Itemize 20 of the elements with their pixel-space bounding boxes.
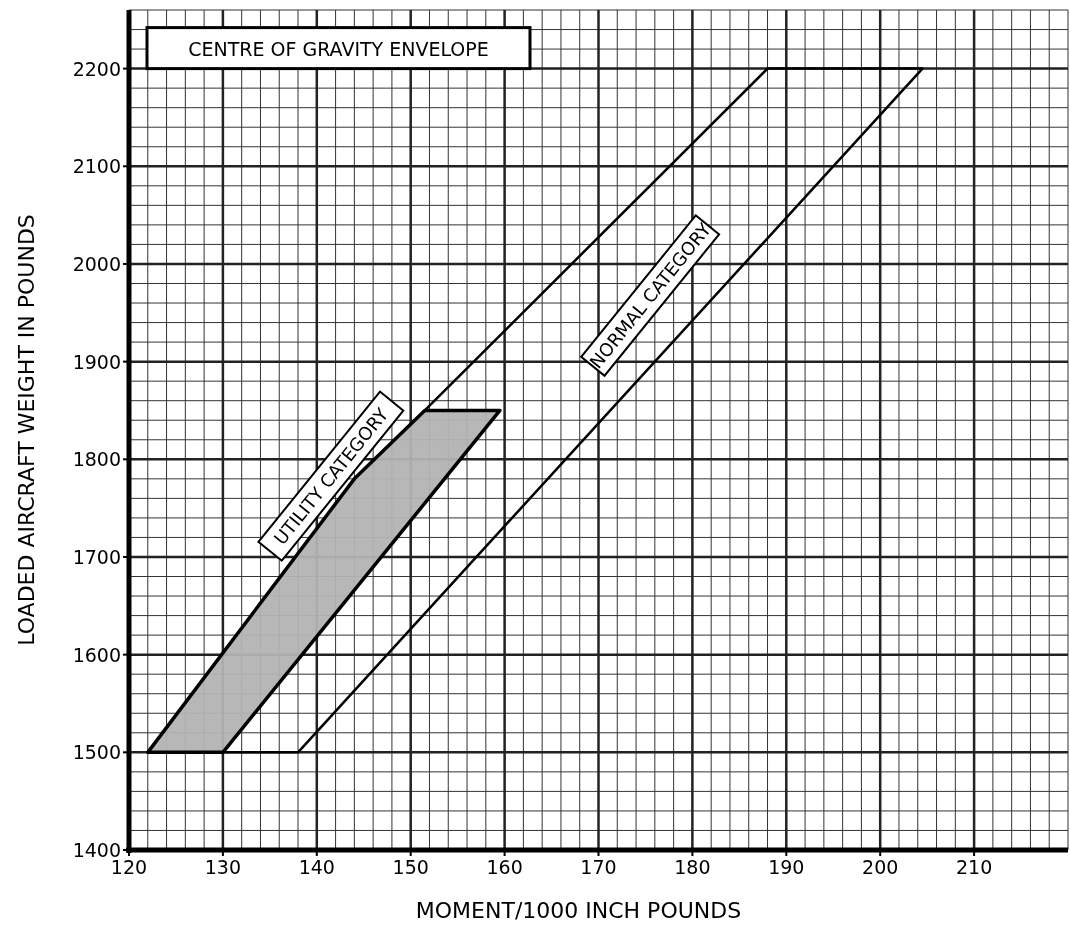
y-tick-label: 1800 xyxy=(72,448,121,471)
y-tick-label: 2000 xyxy=(72,252,121,275)
x-tick-label: 140 xyxy=(298,856,335,878)
x-tick-label: 170 xyxy=(580,856,617,878)
x-tick-label: 200 xyxy=(862,856,899,878)
y-tick-label: 1700 xyxy=(72,545,121,568)
x-tick-label: 150 xyxy=(392,856,429,878)
y-tick-label: 2100 xyxy=(72,155,121,178)
x-tick-label: 130 xyxy=(204,856,242,878)
y-tick-label: 2200 xyxy=(72,57,121,80)
y-tick-label: 1600 xyxy=(72,643,121,666)
x-tick-label: 180 xyxy=(674,856,711,878)
text: CENTRE OF GRAVITY ENVELOPE xyxy=(188,37,489,60)
x-tick-label: 190 xyxy=(768,856,805,878)
y-tick-label: 1500 xyxy=(72,741,121,764)
x-tick-label: 210 xyxy=(955,856,993,878)
y-axis-title: LOADED AIRCRAFT WEIGHT IN POUNDS xyxy=(14,214,39,646)
x-tick-label: 160 xyxy=(486,856,523,878)
x-axis-title: MOMENT/1000 INCH POUNDS xyxy=(415,898,742,923)
y-tick-label: 1900 xyxy=(72,350,121,373)
